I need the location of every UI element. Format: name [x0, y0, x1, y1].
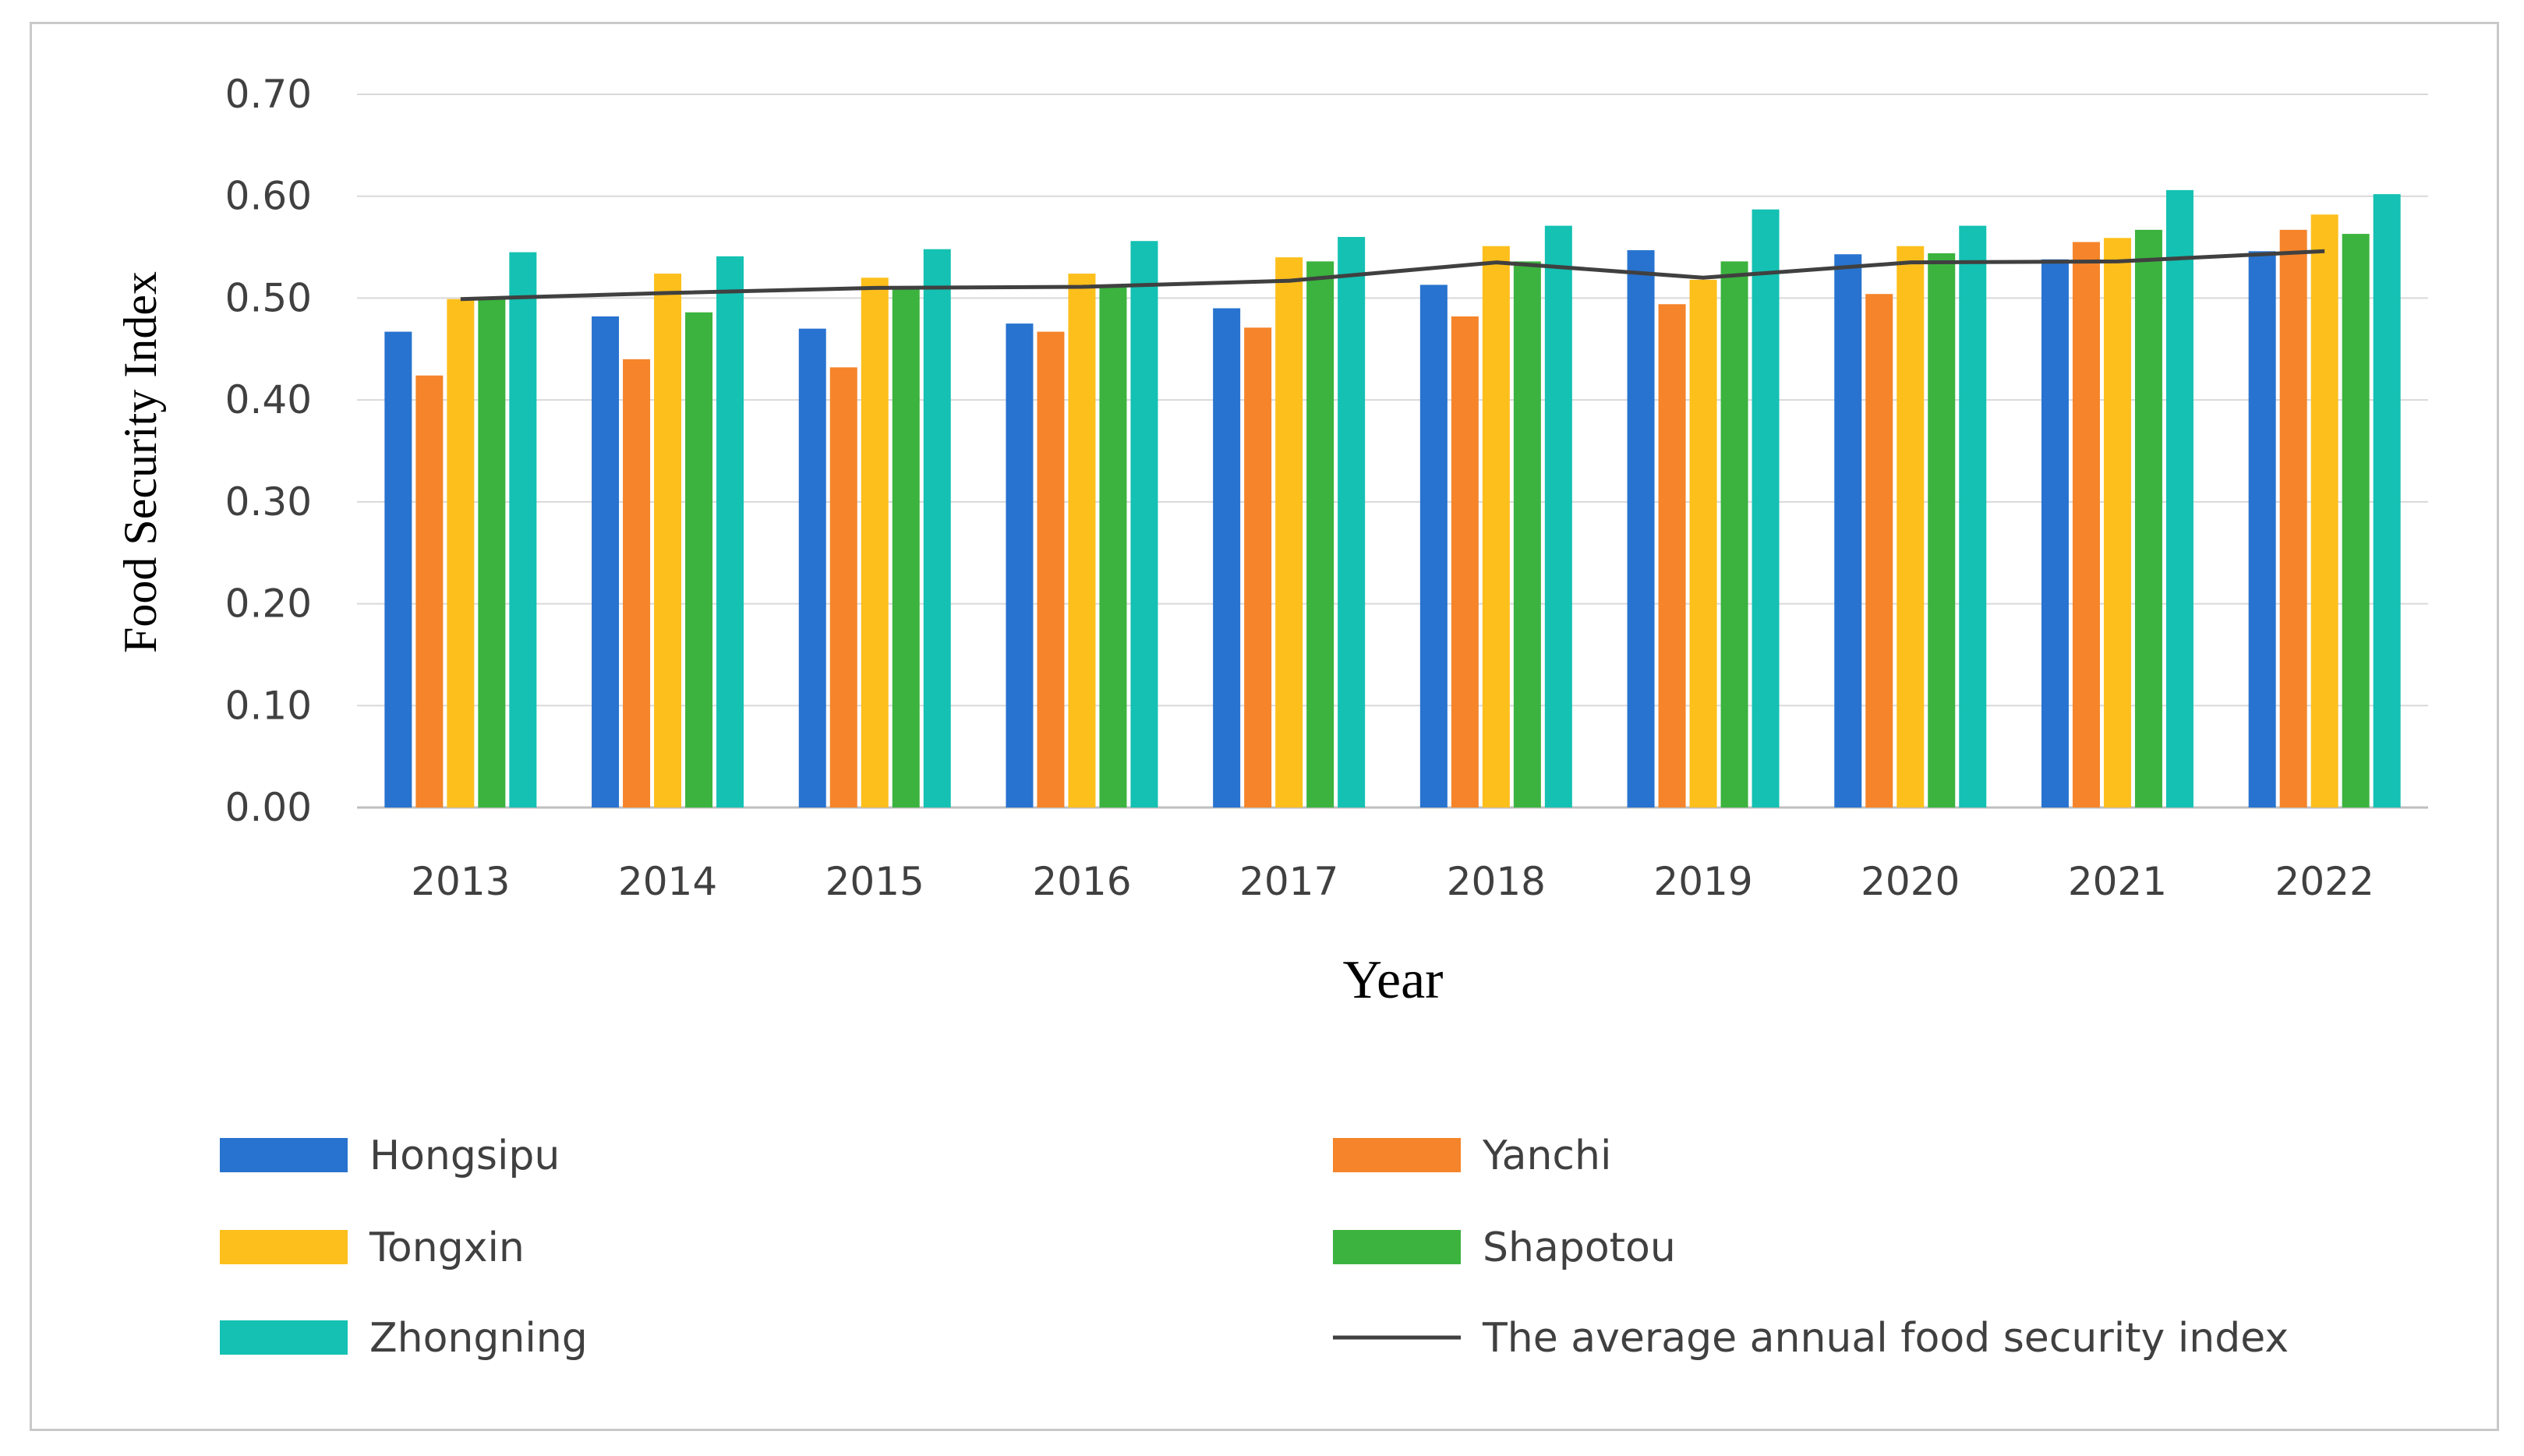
x-tick-label: 2017 [1239, 859, 1338, 904]
x-tick-label: 2015 [825, 859, 924, 904]
x-tick-label: 2021 [2068, 859, 2167, 904]
legend-swatch-hongsipu [220, 1138, 348, 1172]
legend-label: Yanchi [1482, 1133, 1611, 1179]
bar-shapotou-2020 [1928, 253, 1956, 808]
legend-swatch-shapotou [1333, 1230, 1461, 1264]
average-line-group [460, 249, 2325, 302]
x-tick-label: 2016 [1032, 859, 1131, 904]
bar-shapotou-2021 [2134, 229, 2162, 808]
bar-yanchi-2016 [1037, 331, 1065, 808]
bar-tongxin-2018 [1482, 246, 1510, 808]
legend-label: Zhongning [369, 1315, 588, 1362]
bar-shapotou-2014 [685, 312, 713, 808]
bar-yanchi-2015 [829, 367, 857, 808]
x-tick-label: 2020 [1861, 859, 1960, 904]
y-tick-label: 0.70 [225, 72, 312, 117]
y-tick-label: 0.10 [225, 683, 312, 728]
bar-yanchi-2022 [2279, 229, 2307, 808]
bar-yanchi-2020 [1865, 294, 1893, 808]
bar-tongxin-2022 [2310, 214, 2338, 808]
bar-yanchi-2013 [415, 375, 444, 808]
bar-zhongning-2020 [1959, 225, 1987, 808]
legend-swatch-yanchi [1333, 1138, 1461, 1172]
y-tick-label: 0.60 [225, 174, 312, 219]
bar-hongsipu-2022 [2248, 251, 2276, 808]
bar-hongsipu-2013 [384, 331, 412, 808]
bar-zhongning-2014 [716, 256, 744, 808]
x-tick-label: 2014 [618, 859, 717, 904]
x-tick-label: 2013 [411, 859, 510, 904]
y-axis-title: Food Security Index [115, 271, 166, 653]
bar-shapotou-2016 [1099, 285, 1127, 808]
bar-zhongning-2016 [1130, 241, 1158, 808]
bar-hongsipu-2019 [1627, 249, 1655, 808]
bar-yanchi-2017 [1244, 327, 1272, 808]
x-axis-ticks: 2013 2014 2015 2016 2017 2018 2019 2020 2021 2022 [411, 859, 2374, 904]
y-tick-label: 0.50 [225, 275, 312, 320]
x-tick-label: 2019 [1653, 859, 1752, 904]
bar-zhongning-2022 [2373, 194, 2401, 808]
bar-shapotou-2015 [892, 288, 920, 808]
bar-zhongning-2019 [1752, 209, 1780, 808]
bar-tongxin-2015 [861, 277, 889, 808]
legend-label: The average annual food security index [1482, 1315, 2289, 1362]
bar-hongsipu-2017 [1213, 308, 1241, 808]
legend-label: Hongsipu [369, 1133, 560, 1179]
x-tick-label: 2022 [2275, 859, 2374, 904]
bar-hongsipu-2018 [1419, 284, 1448, 808]
y-axis-ticks: 0.00 0.10 0.20 0.30 0.40 0.50 0.60 0.70 [225, 72, 312, 830]
legend-swatch-zhongning [220, 1320, 348, 1355]
legend-label: Tongxin [369, 1225, 525, 1271]
bar-tongxin-2019 [1689, 279, 1717, 808]
legend-label: Shapotou [1483, 1225, 1676, 1271]
bar-shapotou-2013 [478, 297, 506, 808]
bar-tongxin-2014 [654, 274, 682, 808]
bar-yanchi-2021 [2072, 242, 2100, 808]
y-tick-label: 0.20 [225, 581, 312, 627]
bar-yanchi-2019 [1658, 304, 1686, 808]
bar-tongxin-2016 [1068, 274, 1096, 808]
bar-hongsipu-2016 [1006, 323, 1034, 808]
bar-zhongning-2017 [1338, 237, 1366, 808]
x-axis-title: Year [1343, 950, 1444, 1010]
bars [384, 189, 2401, 808]
bar-shapotou-2022 [2342, 234, 2370, 808]
bar-hongsipu-2014 [592, 316, 620, 808]
y-tick-label: 0.00 [225, 785, 312, 830]
bar-hongsipu-2021 [2041, 259, 2069, 808]
bar-zhongning-2021 [2165, 189, 2193, 808]
bar-hongsipu-2020 [1834, 254, 1862, 808]
x-tick-label: 2018 [1447, 859, 1546, 904]
bar-yanchi-2018 [1451, 316, 1479, 808]
bar-tongxin-2017 [1275, 257, 1303, 808]
bar-shapotou-2018 [1513, 261, 1541, 808]
bar-shapotou-2017 [1306, 261, 1334, 808]
bar-shapotou-2019 [1720, 261, 1748, 808]
bar-zhongning-2018 [1544, 225, 1572, 808]
bar-yanchi-2014 [623, 359, 651, 808]
average-line [460, 249, 2325, 302]
bar-tongxin-2013 [447, 299, 475, 808]
bar-tongxin-2020 [1897, 246, 1925, 808]
bar-hongsipu-2015 [798, 328, 826, 808]
bar-zhongning-2013 [509, 252, 537, 808]
legend-swatch-tongxin [220, 1230, 348, 1264]
y-tick-label: 0.40 [225, 377, 312, 422]
bar-zhongning-2015 [923, 249, 951, 808]
bar-tongxin-2021 [2103, 238, 2131, 808]
y-tick-label: 0.30 [225, 479, 312, 525]
legend: Hongsipu Yanchi Tongxin Shapotou Zhongning Th… [220, 1133, 2289, 1362]
